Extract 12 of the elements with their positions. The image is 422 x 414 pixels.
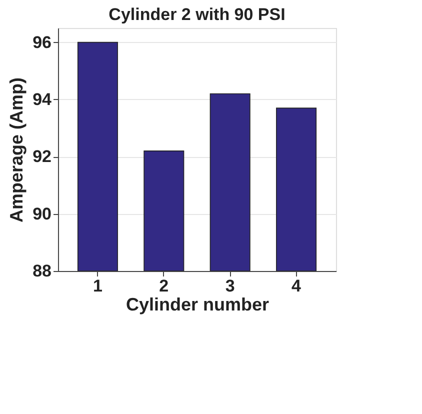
y-tick-label: 96 <box>32 32 52 52</box>
x-axis-title: Cylinder number <box>126 294 270 314</box>
y-axis-title: Amperage (Amp) <box>6 77 27 223</box>
y-tick-label: 94 <box>32 90 52 109</box>
x-tick-label: 1 <box>92 276 102 296</box>
x-tick-label: 4 <box>292 276 302 296</box>
x-tick-label: 3 <box>225 276 235 296</box>
y-tick-label: 92 <box>32 147 52 166</box>
x-tick-label: 2 <box>159 276 169 296</box>
y-tick-label: 90 <box>32 204 52 224</box>
y-tick-label: 88 <box>32 262 52 280</box>
chart-title: Cylinder 2 with 90 PSI <box>108 5 286 24</box>
